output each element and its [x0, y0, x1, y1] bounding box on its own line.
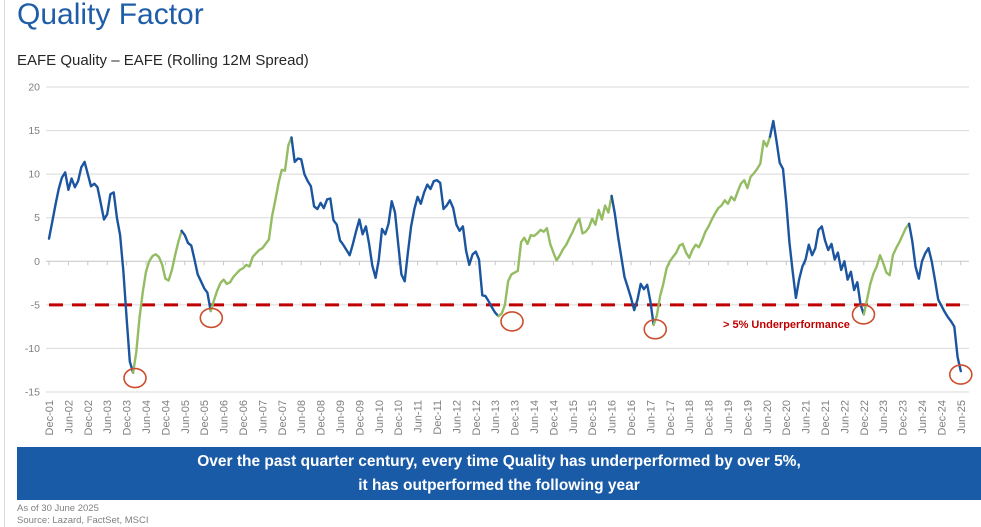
spread-line-segment-blue-10: [907, 222, 962, 373]
trough-circle-1: [123, 367, 147, 389]
x-tick-label: Jun-09: [335, 400, 347, 434]
spread-line-segment-green-5: [497, 194, 613, 318]
x-tick-label: Jun-08: [296, 400, 308, 434]
x-tick-label: Dec-13: [510, 400, 522, 435]
x-tick-label: Jun-04: [141, 400, 153, 434]
spread-line-segment-green-3: [209, 136, 293, 313]
x-tick-label: Dec-11: [432, 400, 444, 435]
spread-line-segment-blue-0: [47, 160, 135, 374]
y-tick-label: 15: [28, 125, 40, 137]
trough-circle-4: [643, 318, 668, 340]
spread-line-segment-blue-2: [180, 229, 212, 313]
takeaway-line-2: it has outperformed the following year: [358, 476, 640, 494]
spread-line-segment-blue-4: [290, 136, 500, 318]
x-tick-label: Jun-02: [63, 400, 75, 434]
chart-subtitle: EAFE Quality – EAFE (Rolling 12M Spread): [17, 52, 309, 69]
x-tick-label: Jun-06: [219, 400, 231, 434]
y-tick-label: 10: [28, 169, 40, 181]
x-tick-label: Jun-10: [374, 400, 386, 434]
trough-circle-6: [948, 364, 973, 385]
x-tick-label: Jun-11: [413, 400, 425, 433]
trough-circle-5: [851, 304, 876, 325]
x-tick-label: Dec-15: [587, 400, 599, 435]
x-tick-label: Dec-10: [393, 400, 405, 435]
x-tick-label: Dec-06: [238, 400, 250, 435]
x-tick-label: Dec-14: [548, 400, 560, 435]
x-tick-label: Jun-21: [801, 400, 813, 434]
x-tick-label: Dec-23: [898, 400, 910, 435]
x-tick-label: Jun-13: [490, 400, 502, 434]
x-tick-label: Dec-08: [316, 400, 328, 435]
threshold-annotation: > 5% Underperformance: [723, 319, 850, 331]
x-tick-label: Jun-14: [529, 400, 541, 434]
takeaway-banner: Over the past quarter century, every tim…: [17, 447, 981, 500]
y-tick-label: 0: [34, 256, 40, 268]
y-tick-label: 5: [34, 212, 40, 224]
x-tick-label: Dec-09: [354, 400, 366, 435]
spread-line-chart: 20 15 10 5 0 -5 -10 -15 Dec-01 Jun-02 Dec-02 Jun-03…: [25, 82, 973, 435]
x-tick-label: Jun-15: [568, 400, 580, 434]
x-tick-label: Jun-12: [451, 400, 463, 434]
x-tick-label: Jun-24: [917, 400, 929, 434]
spread-line-segment-blue-8: [768, 119, 865, 316]
x-tick-label: Jun-17: [645, 400, 657, 434]
spread-line-segment-green-7: [652, 135, 772, 327]
x-tick-label: Jun-18: [684, 400, 696, 434]
x-tick-label: Jun-25: [956, 400, 968, 434]
x-tick-label: Dec-20: [781, 400, 793, 435]
x-tick-label: Jun-22: [839, 400, 851, 434]
y-tick-label: -15: [25, 387, 40, 399]
x-tick-label: Dec-05: [199, 400, 211, 435]
x-tick-label: Dec-04: [160, 400, 172, 435]
spread-line-segment-blue-6: [610, 194, 655, 327]
x-tick-label: Dec-18: [704, 400, 716, 435]
slide-left-edge: [4, 0, 5, 527]
x-tick-label: Jun-05: [180, 400, 192, 434]
x-tick-label: Jun-19: [723, 400, 735, 434]
as-of-date: As of 30 June 2025: [17, 503, 99, 514]
x-tick-label: Jun-07: [257, 400, 269, 434]
x-tick-label: Dec-07: [277, 400, 289, 435]
trough-circle-2: [199, 307, 224, 329]
page-title: Quality Factor: [17, 0, 204, 31]
source-line: Source: Lazard, FactSet, MSCI: [17, 514, 149, 526]
x-tick-label: Jun-20: [762, 400, 774, 434]
x-tick-label: Jun-16: [607, 400, 619, 434]
x-tick-label: Dec-21: [820, 400, 832, 435]
x-tick-label: Dec-22: [859, 400, 871, 435]
trough-circle-3: [500, 311, 524, 332]
x-tick-label: Dec-01: [44, 400, 56, 435]
x-tick-label: Dec-16: [626, 400, 638, 435]
x-tick-label: Dec-12: [471, 400, 483, 435]
x-tick-label: Dec-03: [122, 400, 134, 435]
footnote: As of 30 June 2025 Source: Lazard, FactS…: [17, 503, 148, 527]
x-tick-label: Jun-23: [878, 400, 890, 434]
takeaway-line-1: Over the past quarter century, every tim…: [197, 453, 801, 471]
y-tick-label: -10: [25, 343, 40, 355]
spread-line-segment-green-1: [131, 229, 183, 374]
spread-line-segment-green-9: [862, 222, 911, 316]
y-tick-label: -5: [31, 299, 40, 311]
x-tick-label: Dec-19: [742, 400, 754, 435]
x-tick-label: Dec-17: [665, 400, 677, 435]
x-tick-label: Dec-02: [83, 400, 95, 435]
x-tick-label: Dec-24: [936, 400, 948, 435]
x-tick-label: Jun-03: [102, 400, 114, 434]
y-tick-label: 20: [28, 82, 40, 94]
